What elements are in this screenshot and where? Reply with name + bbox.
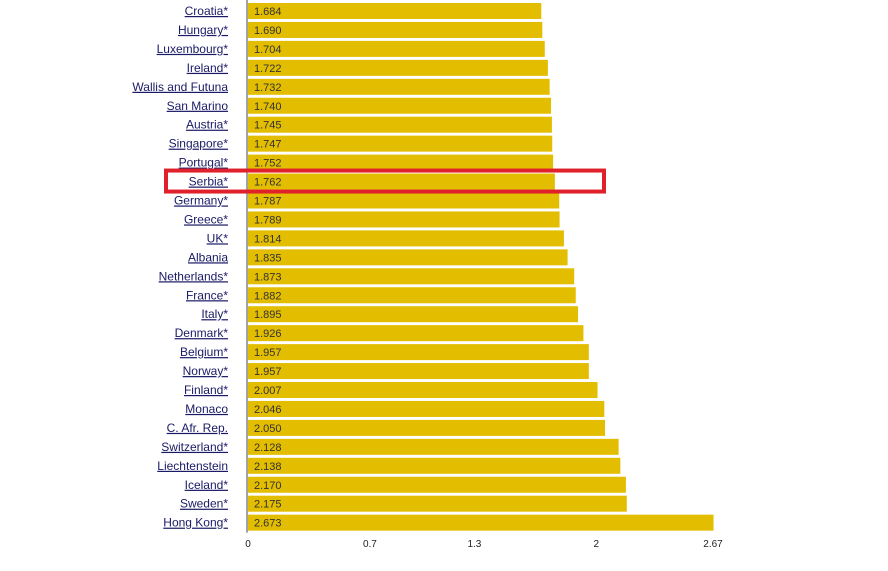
country-link[interactable]: Ireland* [187, 61, 229, 75]
country-link[interactable]: Portugal* [179, 156, 229, 170]
country-link[interactable]: Monaco [185, 402, 228, 416]
bar [248, 211, 560, 228]
x-tick-label: 2.67 [703, 539, 723, 550]
bar-value-label: 1.882 [254, 290, 282, 302]
bars [248, 3, 714, 531]
bar [248, 21, 543, 38]
bar-value-label: 1.740 [254, 101, 282, 113]
bar-value-label: 1.957 [254, 347, 282, 359]
bar-value-label: 2.046 [254, 404, 282, 416]
x-tick-label: 1.3 [467, 539, 481, 550]
country-link[interactable]: Liechtenstein [157, 459, 228, 473]
bar [248, 287, 576, 304]
bar [248, 363, 589, 380]
country-link[interactable]: Denmark* [175, 326, 229, 340]
bar-value-label: 1.722 [254, 63, 282, 75]
bar [248, 135, 553, 152]
country-link[interactable]: Finland* [184, 383, 228, 397]
bar [248, 476, 626, 493]
bar [248, 400, 605, 417]
bar [248, 154, 554, 171]
country-link[interactable]: Singapore* [169, 137, 229, 151]
bar-value-label: 1.684 [254, 6, 282, 18]
bar [248, 192, 560, 209]
bar [248, 230, 564, 247]
country-link[interactable]: UK* [207, 231, 229, 245]
bar-value-label: 1.957 [254, 366, 282, 378]
bar [248, 419, 606, 436]
bar-value-label: 1.732 [254, 82, 282, 94]
country-link[interactable]: Netherlands* [159, 269, 229, 283]
country-labels: Croatia* Hungary* Luxembourg* Ireland* Walli… [132, 4, 228, 530]
country-link[interactable]: Belgium* [180, 345, 228, 359]
bar [248, 116, 552, 133]
bar [248, 457, 621, 474]
country-link[interactable]: Sweden* [180, 497, 228, 511]
bar-value-label: 1.926 [254, 328, 282, 340]
bar [248, 78, 550, 95]
country-link[interactable]: Croatia* [185, 4, 229, 18]
bar-value-label: 1.704 [254, 44, 282, 56]
bar-value-label: 1.762 [254, 177, 282, 189]
country-link[interactable]: Luxembourg* [157, 42, 229, 56]
bar-value-label: 2.175 [254, 499, 282, 511]
country-link[interactable]: Greece* [184, 212, 228, 226]
bar [248, 344, 589, 361]
bar-value-label: 2.007 [254, 385, 282, 397]
country-link[interactable]: Wallis and Futuna [132, 80, 228, 94]
bar [248, 382, 598, 398]
bar [248, 268, 575, 285]
country-link[interactable]: C. Afr. Rep. [167, 421, 228, 435]
highlight-box [164, 168, 606, 194]
bar-value-label: 1.789 [254, 214, 282, 226]
bar-value-label: 2.673 [254, 518, 282, 530]
country-link[interactable]: Hungary* [178, 23, 228, 37]
country-link[interactable]: Switzerland* [161, 440, 228, 454]
bar-value-label: 1.873 [254, 271, 282, 283]
bar-value-label: 1.690 [254, 25, 282, 37]
country-link[interactable]: Hong Kong* [163, 516, 228, 530]
bar-value-label: 1.747 [254, 139, 282, 151]
bar [248, 438, 619, 455]
country-link[interactable]: Albania [188, 250, 228, 264]
bar-value-label: 1.835 [254, 252, 282, 264]
country-link[interactable]: Italy* [201, 307, 228, 321]
country-link[interactable]: Serbia* [189, 175, 229, 189]
bar-value-label: 1.745 [254, 120, 282, 132]
x-tick-label: 2 [594, 539, 600, 550]
country-link[interactable]: San Marino [167, 99, 229, 113]
x-tick-label: 0.7 [363, 539, 377, 550]
country-link[interactable]: Austria* [186, 118, 228, 132]
bar-value-label: 2.128 [254, 442, 282, 454]
country-link[interactable]: France* [186, 288, 228, 302]
country-link[interactable]: Iceland* [185, 478, 229, 492]
bar [248, 40, 545, 57]
bar-value-label: 1.895 [254, 309, 282, 321]
bar-value-label: 2.050 [254, 423, 282, 435]
bar [248, 306, 579, 323]
bar [248, 325, 584, 342]
bar [248, 173, 555, 190]
x-tick-label: 0 [245, 539, 251, 550]
country-link[interactable]: Norway* [183, 364, 229, 378]
value-labels: 1.684 1.690 1.704 1.722 1.732 1.740 1.745 1.747… [254, 6, 282, 530]
bar-value-label: 1.752 [254, 158, 282, 170]
bar [248, 514, 714, 531]
x-axis-ticks: 0 0.7 1.3 2 2.67 [245, 539, 723, 550]
bar-value-label: 2.138 [254, 461, 282, 473]
bar [248, 3, 542, 19]
bar [248, 495, 627, 512]
country-link[interactable]: Germany* [174, 194, 228, 208]
bar [248, 249, 568, 266]
bar [248, 59, 548, 76]
bar [248, 97, 552, 114]
bar-value-label: 1.814 [254, 233, 282, 245]
bar-value-label: 2.170 [254, 480, 282, 492]
bar-value-label: 1.787 [254, 196, 282, 208]
